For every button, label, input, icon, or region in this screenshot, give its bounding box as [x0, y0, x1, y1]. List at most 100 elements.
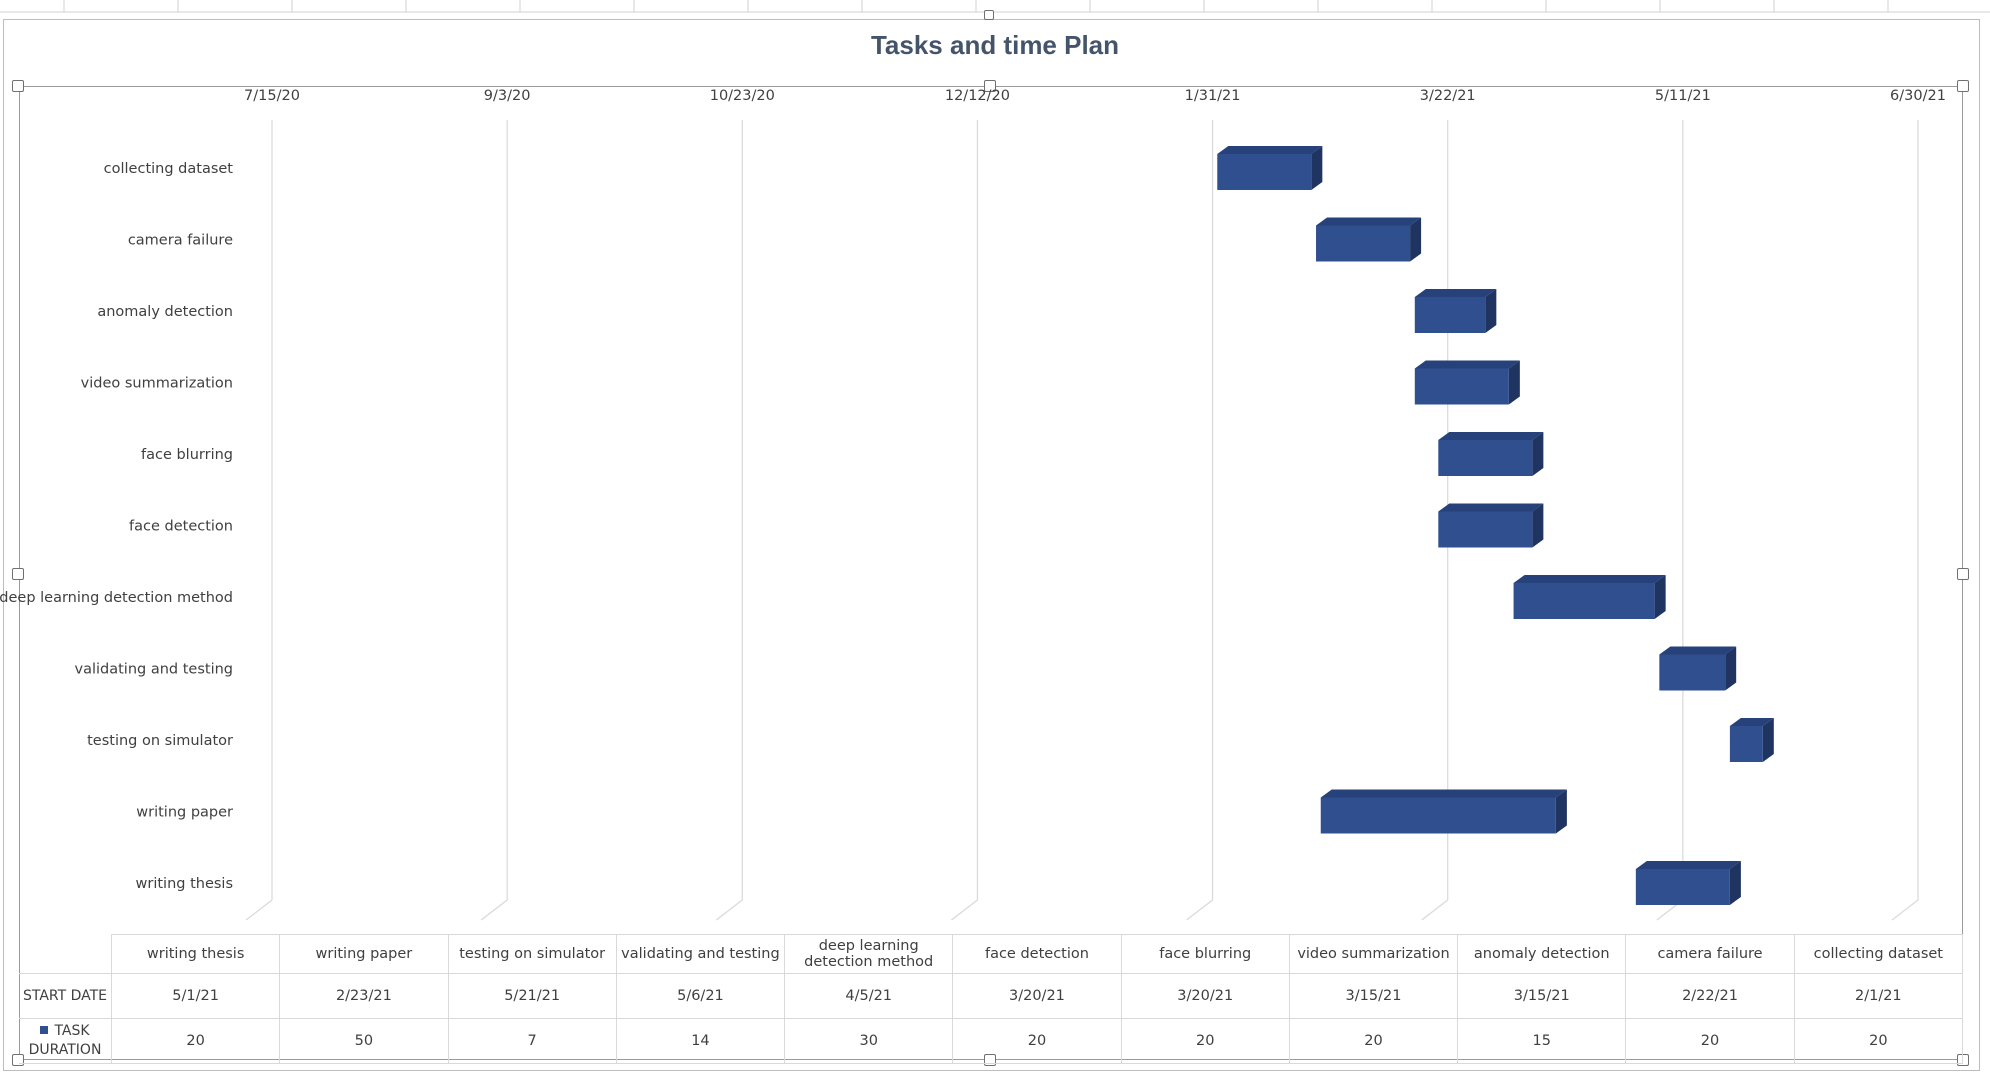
table-cell: 14 — [615, 1018, 786, 1064]
category-label: face blurring — [141, 447, 233, 463]
gantt-bar-front — [1414, 368, 1509, 405]
category-label: face detection — [129, 519, 233, 535]
gantt-bar-top — [1729, 718, 1774, 726]
gantt-bar-side — [1485, 289, 1497, 333]
gantt-bar-side — [1410, 217, 1422, 262]
gantt-bar-top — [1320, 789, 1567, 798]
x-tick-label: 3/22/21 — [1420, 88, 1476, 104]
x-tick-label: 6/30/21 — [1890, 88, 1946, 104]
table-cell: 30 — [784, 1018, 954, 1064]
gantt-chart[interactable]: 7/15/20 9/3/20 10/23/20 12/12/20 1/31/21 3/22… — [0, 0, 1990, 940]
gantt-bar[interactable] — [1635, 861, 1741, 905]
table-cell: 2/22/21 — [1625, 973, 1795, 1019]
table-header-cell: face blurring — [1120, 934, 1290, 974]
gantt-bar[interactable] — [1316, 217, 1422, 262]
category-label: writing paper — [136, 805, 233, 821]
table-cell: 20 — [952, 1018, 1122, 1064]
table-cell: 2/23/21 — [279, 973, 449, 1019]
table-cell: 20 — [1625, 1018, 1795, 1064]
gantt-bar[interactable] — [1438, 432, 1544, 476]
gantt-bar-front — [1438, 511, 1533, 548]
gantt-bar[interactable] — [1320, 789, 1567, 834]
table-row-label-text: TASK DURATION — [28, 1023, 102, 1058]
table-cell: 50 — [279, 1018, 449, 1064]
x-tick-label: 1/31/21 — [1185, 88, 1241, 104]
gantt-bar[interactable] — [1729, 718, 1774, 762]
gantt-bar-top — [1438, 503, 1544, 512]
table-cell: 5/21/21 — [447, 973, 617, 1019]
gantt-bar-top — [1217, 146, 1323, 154]
table-cell: 20 — [1120, 1018, 1290, 1064]
table-cell: 7 — [447, 1018, 617, 1064]
gantt-bar-side — [1508, 360, 1520, 405]
table-row: TASK DURATION 20 50 7 14 30 20 20 20 15 20 20 — [19, 1018, 1964, 1064]
gantt-bar-side — [1762, 718, 1774, 762]
gantt-bar-front — [1659, 654, 1726, 691]
x-gridline-floor — [1186, 899, 1213, 921]
gantt-bar-top — [1659, 646, 1737, 655]
gantt-bar-front — [1513, 583, 1655, 619]
data-table: writing thesis writing paper testing on si… — [19, 934, 1964, 1064]
table-cell: 20 — [1288, 1018, 1459, 1064]
x-gridline-floor — [1891, 899, 1919, 921]
gantt-bar-front — [1729, 726, 1763, 762]
gantt-bar[interactable] — [1217, 146, 1323, 190]
table-cell: 20 — [110, 1018, 281, 1064]
resize-handle-top-right[interactable] — [1957, 80, 1969, 92]
gantt-bar-top — [1316, 217, 1422, 226]
resize-handle-top-left[interactable] — [12, 80, 24, 92]
category-label: validating and testing — [75, 662, 234, 678]
table-header-cell: validating and testing — [615, 934, 786, 974]
table-cell: 20 — [1793, 1018, 1964, 1064]
category-label: video summarization — [81, 376, 233, 392]
category-label: testing on simulator — [87, 733, 233, 749]
gantt-bar-front — [1414, 297, 1486, 333]
chart-title[interactable]: Tasks and time Plan — [870, 30, 1120, 60]
table-header-cell: face detection — [952, 934, 1122, 974]
gantt-bar-side — [1532, 432, 1544, 476]
table-header-cell: camera failure — [1625, 934, 1795, 974]
table-cell: 5/1/21 — [110, 973, 281, 1019]
sheet-gridlines — [0, 0, 1990, 13]
gantt-bar-side — [1555, 789, 1567, 834]
gantt-bar[interactable] — [1659, 646, 1737, 691]
gantt-bar-front — [1316, 225, 1411, 262]
x-gridline-floor — [951, 899, 978, 921]
table-header-cell: testing on simulator — [447, 934, 617, 974]
table-row: START DATE 5/1/21 2/23/21 5/21/21 5/6/21 4/5/… — [19, 973, 1964, 1019]
gantt-bar-side — [1311, 146, 1323, 190]
gantt-bar[interactable] — [1414, 360, 1520, 405]
gantt-bar[interactable] — [1414, 289, 1497, 333]
gantt-bar[interactable] — [1513, 575, 1666, 619]
table-cell: 3/20/21 — [1120, 973, 1290, 1019]
x-tick-label: 10/23/20 — [710, 88, 775, 104]
table-row-label: TASK DURATION — [19, 1018, 112, 1064]
table-cell: 2/1/21 — [1793, 973, 1964, 1019]
category-label: anomaly detection — [97, 304, 233, 320]
x-tick-label: 7/15/20 — [244, 88, 300, 104]
resize-handle-mid-right[interactable] — [1957, 568, 1969, 580]
gantt-bar-top — [1414, 289, 1497, 297]
gantt-bar-side — [1725, 646, 1737, 691]
gantt-bar-side — [1654, 575, 1666, 619]
category-label: camera failure — [128, 233, 233, 249]
x-tick-label: 12/12/20 — [945, 88, 1010, 104]
table-cell: 5/6/21 — [615, 973, 786, 1019]
gantt-bar[interactable] — [1438, 503, 1544, 548]
resize-handle-mid-left[interactable] — [12, 568, 24, 580]
gantt-bar-front — [1438, 440, 1533, 476]
x-gridline-floor — [715, 899, 743, 921]
gantt-bar-front — [1217, 154, 1312, 190]
table-cell: 3/15/21 — [1457, 973, 1627, 1019]
table-header-cell: deep learning detection method — [784, 934, 954, 974]
table-header-cell: writing thesis — [110, 934, 281, 974]
table-cell: 4/5/21 — [784, 973, 954, 1019]
gantt-bar-top — [1635, 861, 1741, 869]
chart-handle-top-mid[interactable] — [984, 10, 994, 20]
table-corner — [19, 934, 112, 974]
gantt-bar-front — [1320, 797, 1556, 834]
gantt-bar-top — [1513, 575, 1666, 583]
gantt-bar-top — [1438, 432, 1544, 440]
category-label: writing thesis — [136, 876, 234, 892]
resize-handle-top-mid[interactable] — [984, 80, 996, 92]
